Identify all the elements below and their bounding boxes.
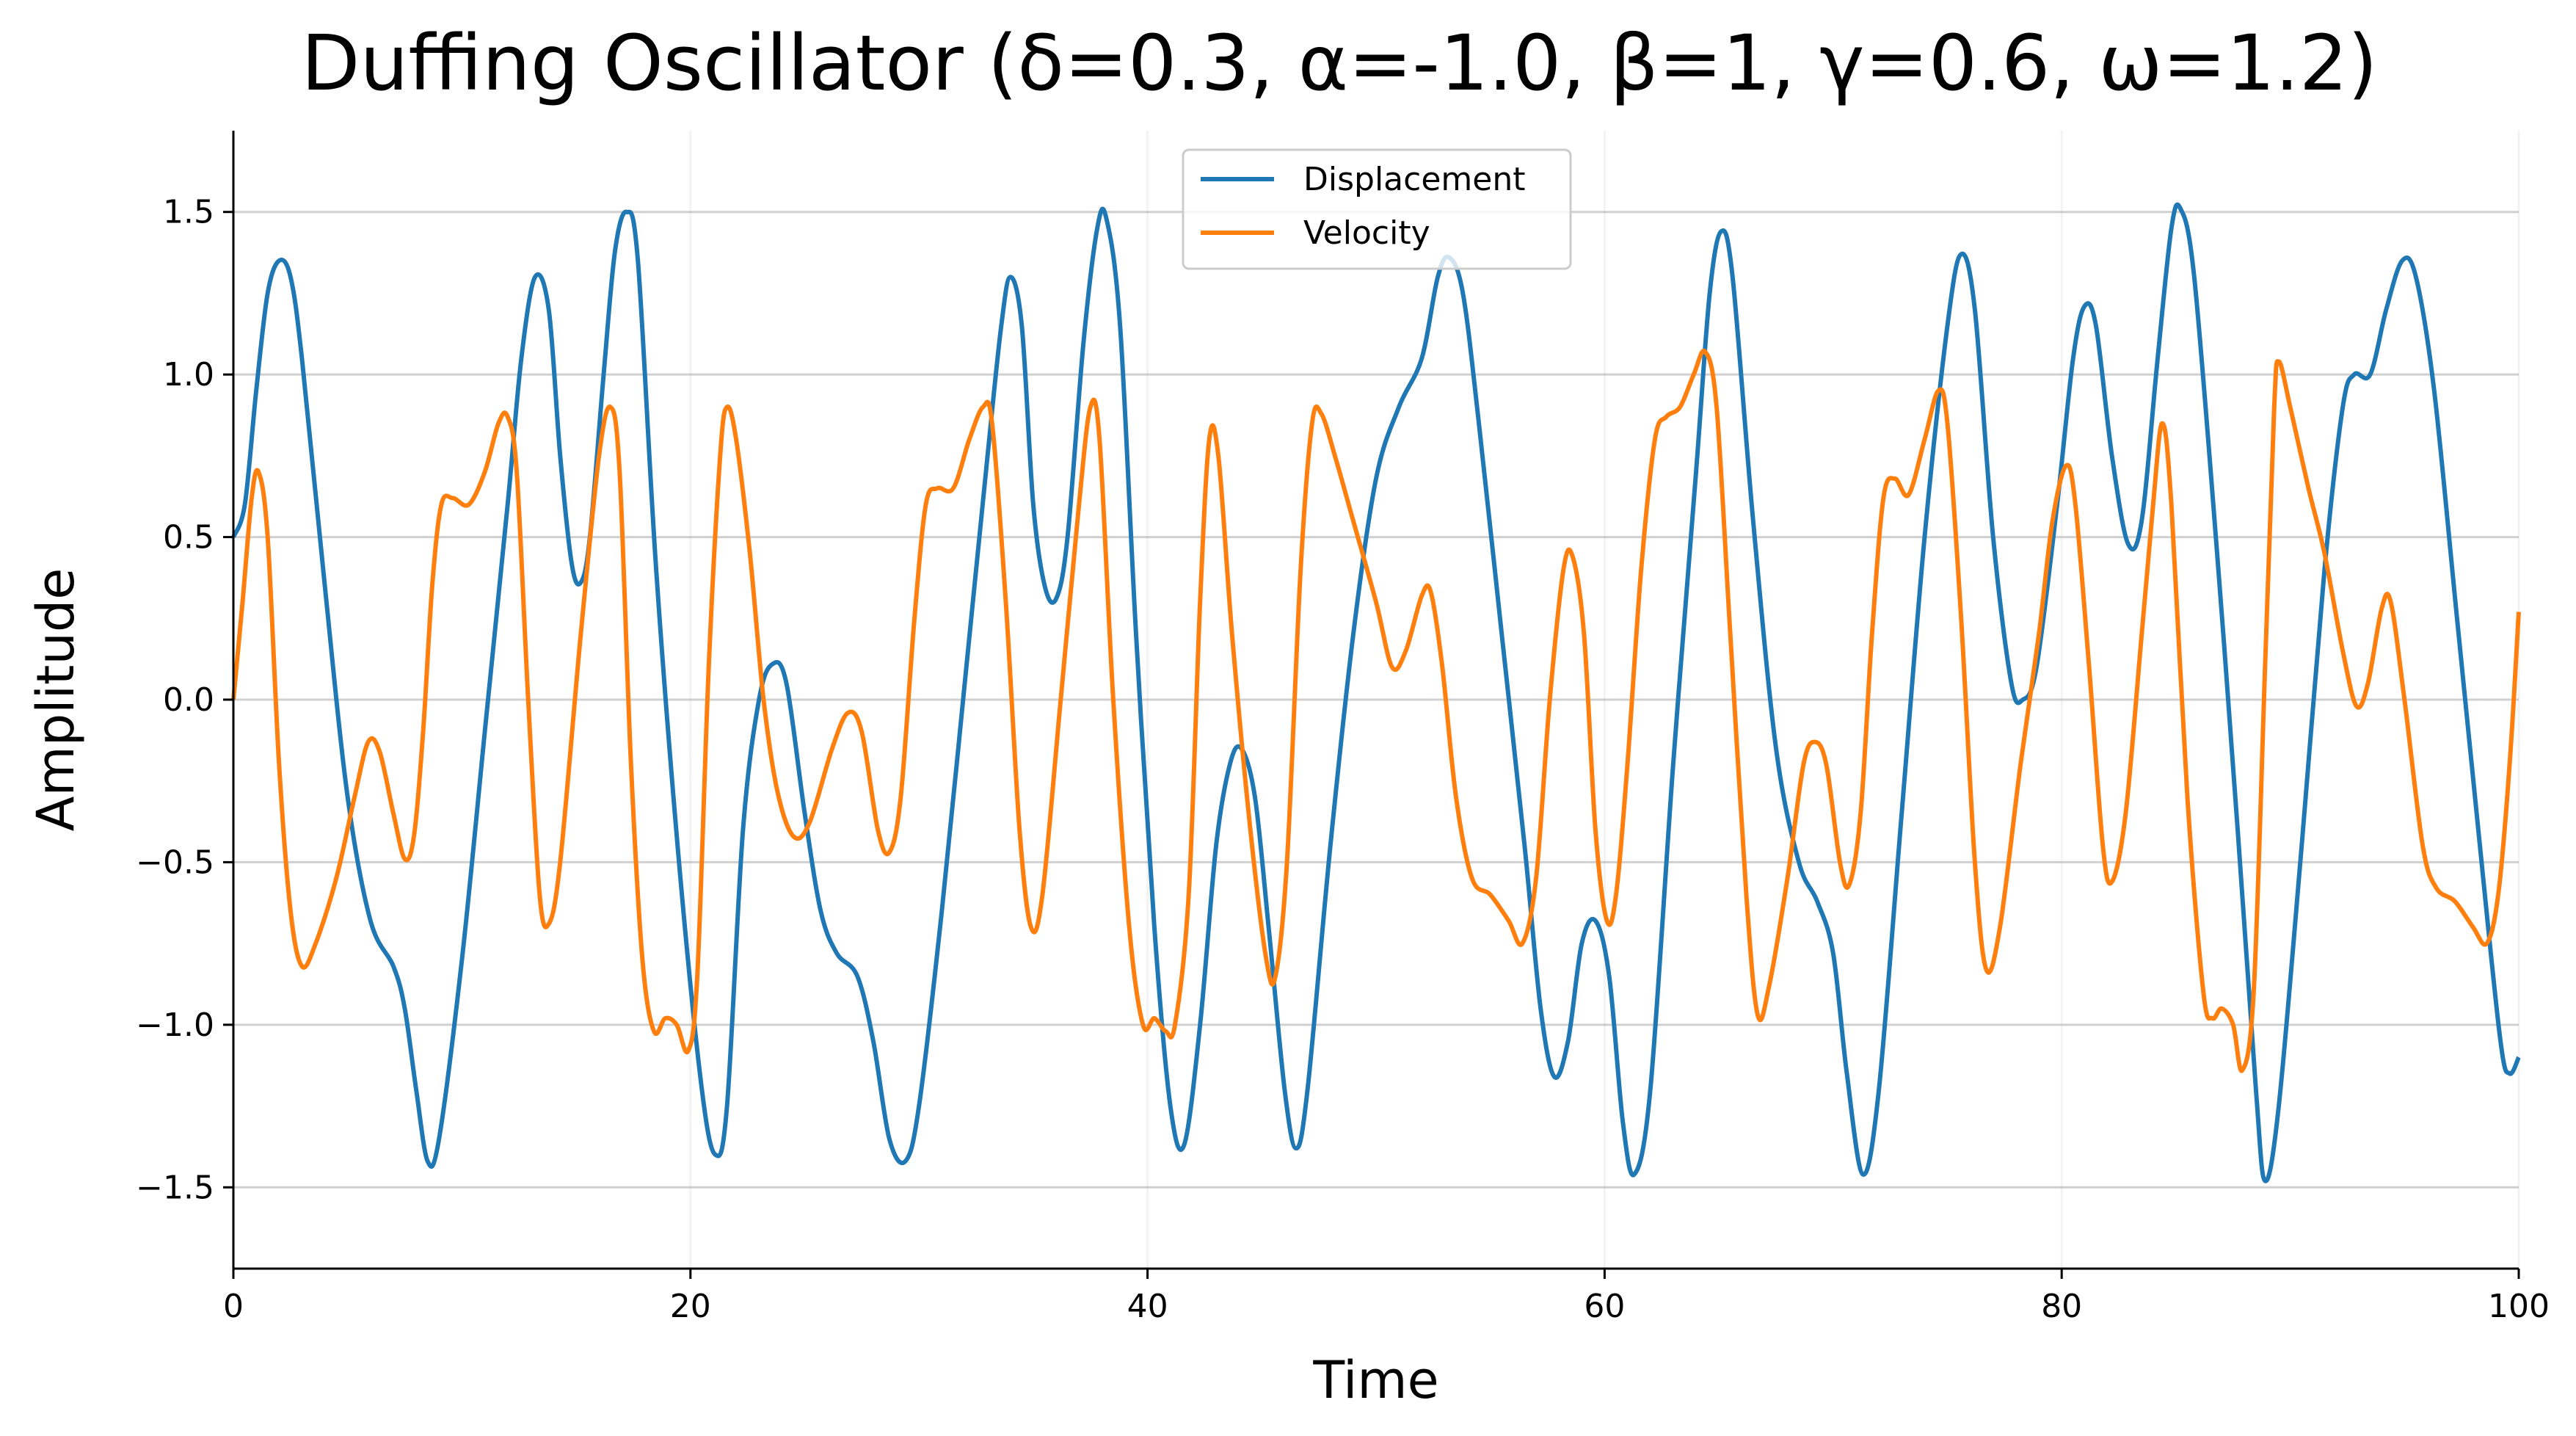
x-tick-label: 100 (2488, 1288, 2550, 1325)
y-tick-label: 1.0 (163, 356, 214, 394)
x-tick-label: 20 (670, 1288, 711, 1325)
series-line-velocity (231, 348, 2521, 1073)
chart-title: Duffing Oscillator (δ=0.3, α=-1.0, β=1, … (301, 18, 2377, 108)
x-tick-label: 40 (1127, 1288, 1168, 1325)
x-tick-label: 0 (223, 1288, 244, 1325)
legend-box (1182, 148, 1572, 270)
y-tick-label: 0.5 (163, 519, 214, 556)
legend-label-displacement: Displacement (1303, 161, 1525, 198)
series-line-displacement (231, 202, 2521, 1183)
x-axis-label: Time (1312, 1350, 1438, 1410)
y-tick-label: 0.0 (163, 681, 214, 719)
y-tick-label: −1.5 (136, 1169, 214, 1206)
x-tick-label: 60 (1584, 1288, 1625, 1325)
y-tick-label: −0.5 (136, 844, 214, 881)
y-tick-label: −1.0 (136, 1007, 214, 1044)
x-ticks: 0 20 40 60 80 100 (223, 1269, 2550, 1325)
x-tick-label: 80 (2041, 1288, 2082, 1325)
y-ticks: −1.5 −1.0 −0.5 0.0 0.5 1.0 1.5 (136, 194, 233, 1206)
y-tick-label: 1.5 (163, 194, 214, 231)
legend: Displacement Velocity (1182, 148, 1572, 270)
y-axis-label: Amplitude (26, 568, 86, 832)
legend-label-velocity: Velocity (1303, 214, 1430, 252)
plot-lines (231, 202, 2521, 1183)
